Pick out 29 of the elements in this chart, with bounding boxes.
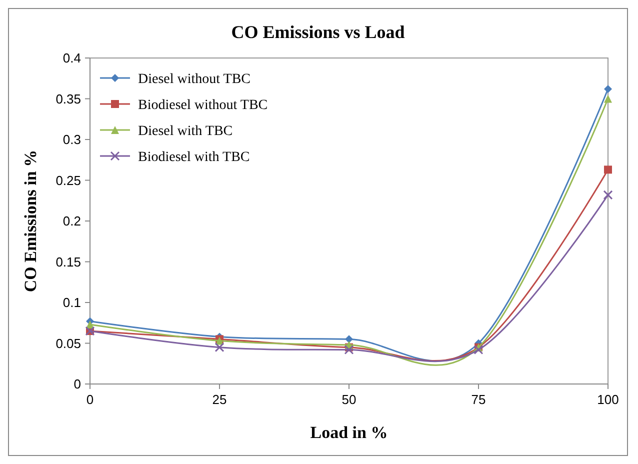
x-tick-label: 100: [597, 392, 619, 407]
y-tick-label: 0.05: [56, 336, 81, 351]
point: [604, 84, 612, 93]
y-axis-title: CO Emissions in %: [21, 150, 40, 292]
y-tick-label: 0.3: [62, 132, 81, 148]
legend-label: Diesel with TBC: [138, 124, 233, 139]
legend-label: Biodiesel without TBC: [138, 98, 268, 113]
point: [604, 94, 612, 103]
y-tick-label: 0.35: [56, 91, 81, 106]
y-tick-label: 0.15: [56, 254, 81, 270]
x-tick-label: 25: [212, 392, 227, 407]
legend-label: Biodiesel with TBC: [138, 150, 250, 165]
point: [214, 342, 224, 352]
x-tick-label: 50: [342, 392, 356, 407]
point: [603, 190, 613, 200]
x-axis-title: Load in %: [310, 423, 388, 442]
chart-title: CO Emissions vs Load: [231, 22, 405, 42]
legend-label: Diesel without TBC: [138, 72, 251, 87]
y-tick-label: 0.25: [56, 172, 81, 188]
y-tick-label: 0.1: [62, 295, 81, 310]
y-tick-label: 0: [74, 376, 81, 392]
y-tick-label: 0.2: [62, 214, 81, 229]
y-tick-label: 0.4: [62, 50, 81, 66]
point: [345, 335, 353, 344]
point: [344, 345, 354, 355]
x-tick-label: 75: [471, 392, 486, 407]
point: [474, 345, 484, 355]
x-tick-label: 0: [86, 392, 94, 407]
point: [604, 166, 612, 174]
